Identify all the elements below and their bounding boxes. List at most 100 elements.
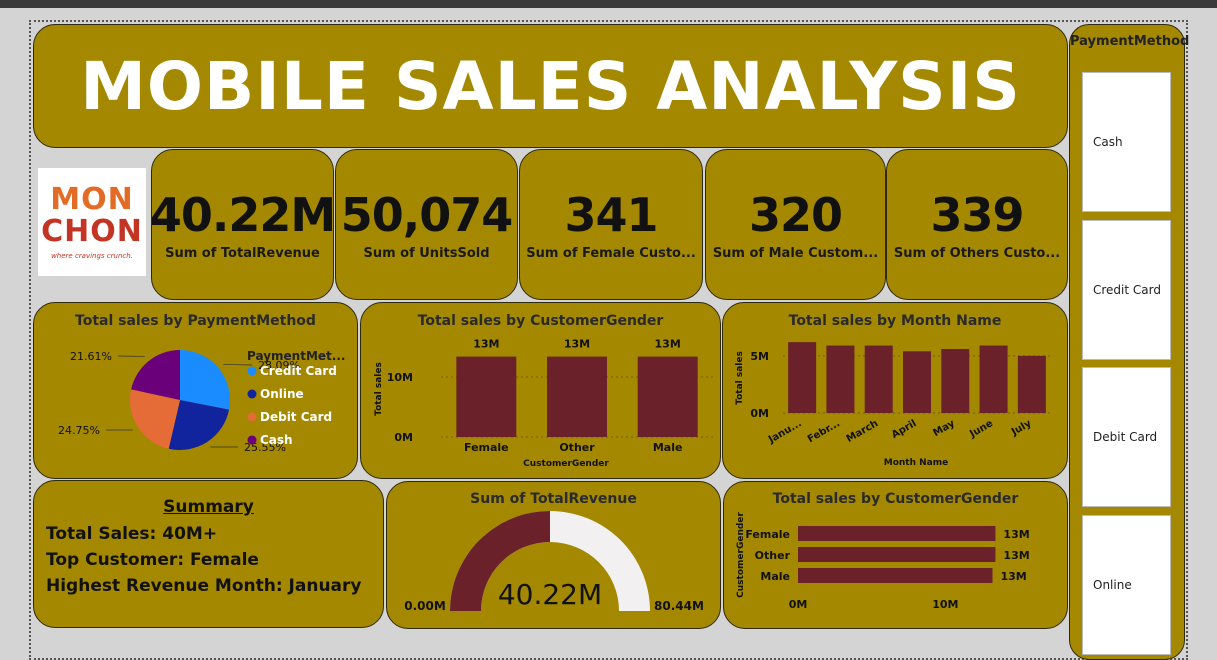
bar-data-label: 13M bbox=[1003, 549, 1029, 562]
kpi-value: 339 bbox=[930, 188, 1023, 242]
legend-item-cash: Cash bbox=[260, 433, 293, 447]
logo-line-2: CHON bbox=[41, 216, 143, 248]
bar-data-label: 13M bbox=[473, 338, 499, 351]
summary-line-top-customer: Top Customer: Female bbox=[46, 547, 371, 573]
kpi-value: 341 bbox=[564, 188, 657, 242]
y-tick-label: 0M bbox=[394, 431, 413, 444]
pie-leader-line bbox=[223, 364, 252, 365]
x-axis-title: CustomerGender bbox=[523, 459, 609, 469]
legend-marker bbox=[248, 413, 257, 422]
x-tick-label: April bbox=[890, 418, 919, 441]
y-axis-title: CustomerGender bbox=[736, 512, 746, 598]
bar-data-label: 13M bbox=[1003, 528, 1029, 541]
month-column-svg: 0M 5M Janu...Febr...March April May June July M… bbox=[723, 303, 1068, 479]
kpi-card-total-revenue[interactable]: 40.22M Sum of TotalRevenue bbox=[151, 149, 334, 300]
summary-card: Summary Total Sales: 40M+ Top Customer: … bbox=[33, 480, 384, 628]
bar-month bbox=[865, 346, 893, 413]
payment-method-slicer: PaymentMethod Cash Credit Card Debit Car… bbox=[1069, 24, 1185, 660]
slicer-title: PaymentMethod bbox=[1070, 33, 1184, 51]
y-tick-label: 10M bbox=[387, 371, 413, 384]
y-tick-label: Other bbox=[755, 549, 791, 562]
brand-logo: MON CHON where cravings crunch. bbox=[38, 168, 146, 276]
bar-other bbox=[547, 357, 607, 437]
kpi-value: 40.22M bbox=[151, 188, 334, 242]
slicer-item-credit-card[interactable]: Credit Card bbox=[1082, 220, 1171, 360]
bar-month bbox=[941, 349, 969, 413]
summary-heading: Summary bbox=[46, 497, 371, 517]
bar-month bbox=[788, 342, 816, 413]
y-tick-label: Male bbox=[760, 570, 790, 583]
slicer-item-cash[interactable]: Cash bbox=[1082, 72, 1171, 212]
kpi-card-units-sold[interactable]: 50,074 Sum of UnitsSold bbox=[335, 149, 518, 300]
title-banner: MOBILE SALES ANALYSIS bbox=[33, 24, 1068, 148]
report-title: MOBILE SALES ANALYSIS bbox=[80, 48, 1021, 125]
y-tick-label: 0M bbox=[750, 407, 769, 420]
pie-data-label: 24.75% bbox=[58, 424, 100, 437]
legend-marker bbox=[248, 390, 257, 399]
y-axis-title: Total sales bbox=[735, 351, 745, 405]
gauge-max-label: 80.44M bbox=[654, 599, 704, 613]
pie-data-label: 21.61% bbox=[70, 350, 112, 363]
x-tick-label: March bbox=[845, 418, 881, 445]
bar-month bbox=[980, 346, 1008, 413]
pie-chart-payment-method[interactable]: Total sales by PaymentMethod 28.09%25.55… bbox=[33, 302, 358, 479]
slicer-item-online[interactable]: Online bbox=[1082, 515, 1171, 655]
x-tick-label: Febr... bbox=[806, 418, 842, 445]
x-tick-label: Female bbox=[464, 441, 509, 454]
window-top-bar bbox=[0, 0, 1217, 8]
bar-other bbox=[798, 547, 995, 562]
logo-tagline: where cravings crunch. bbox=[51, 252, 133, 260]
pie-legend-title: PaymentMet... bbox=[247, 349, 345, 363]
legend-item-online: Online bbox=[260, 387, 304, 401]
x-tick-label: Male bbox=[653, 441, 683, 454]
pie-chart-svg: 28.09%25.55%24.75%21.61%PaymentMet...Cre… bbox=[34, 303, 358, 479]
kpi-card-others-customers[interactable]: 339 Sum of Others Custo... bbox=[886, 149, 1068, 300]
pie-slice-credit-card bbox=[180, 350, 230, 410]
kpi-label: Sum of UnitsSold bbox=[363, 246, 489, 261]
logo-line-1: MON bbox=[50, 184, 133, 216]
bar-data-label: 13M bbox=[655, 338, 681, 351]
x-tick-label: 10M bbox=[932, 598, 958, 611]
summary-line-highest-month: Highest Revenue Month: January bbox=[46, 573, 371, 599]
legend-item-credit-card: Credit Card bbox=[260, 364, 337, 378]
legend-marker bbox=[248, 436, 257, 445]
x-tick-label: May bbox=[931, 418, 957, 439]
x-tick-label: Janu... bbox=[766, 418, 804, 446]
kpi-card-male-customers[interactable]: 320 Sum of Male Custom... bbox=[705, 149, 886, 300]
y-tick-label: Female bbox=[745, 528, 790, 541]
bar-male bbox=[638, 357, 698, 437]
gender-bar-svg: 0M 10M Female 13M Other 13M Male 13M CustomerGen… bbox=[724, 482, 1068, 629]
x-tick-label: July bbox=[1009, 418, 1034, 439]
y-axis-title: Total sales bbox=[374, 362, 384, 416]
bar-month bbox=[903, 351, 931, 413]
x-tick-label: June bbox=[967, 418, 995, 441]
bar-female bbox=[798, 526, 995, 541]
kpi-label: Sum of Others Custo... bbox=[894, 246, 1060, 261]
kpi-card-female-customers[interactable]: 341 Sum of Female Custo... bbox=[519, 149, 703, 300]
legend-item-debit-card: Debit Card bbox=[260, 410, 332, 424]
bar-month bbox=[1018, 356, 1046, 413]
gauge-min-label: 0.00M bbox=[404, 599, 446, 613]
bar-data-label: 13M bbox=[1000, 570, 1026, 583]
slicer-item-debit-card[interactable]: Debit Card bbox=[1082, 367, 1171, 507]
kpi-label: Sum of Male Custom... bbox=[713, 246, 878, 261]
kpi-value: 320 bbox=[749, 188, 842, 242]
x-axis-title: Month Name bbox=[884, 458, 948, 468]
x-tick-label: 0M bbox=[789, 598, 808, 611]
summary-line-total-sales: Total Sales: 40M+ bbox=[46, 521, 371, 547]
x-tick-label: Other bbox=[559, 441, 595, 454]
y-tick-label: 5M bbox=[750, 350, 769, 363]
legend-marker bbox=[248, 367, 257, 376]
kpi-label: Sum of Female Custo... bbox=[526, 246, 696, 261]
bar-data-label: 13M bbox=[564, 338, 590, 351]
bar-female bbox=[456, 357, 516, 437]
gender-column-svg: 0M 10M 13M Female 13M Other 13M Male CustomerGen… bbox=[361, 303, 721, 479]
kpi-label: Sum of TotalRevenue bbox=[165, 246, 320, 261]
bar-male bbox=[798, 568, 992, 583]
kpi-value: 50,074 bbox=[341, 188, 513, 242]
